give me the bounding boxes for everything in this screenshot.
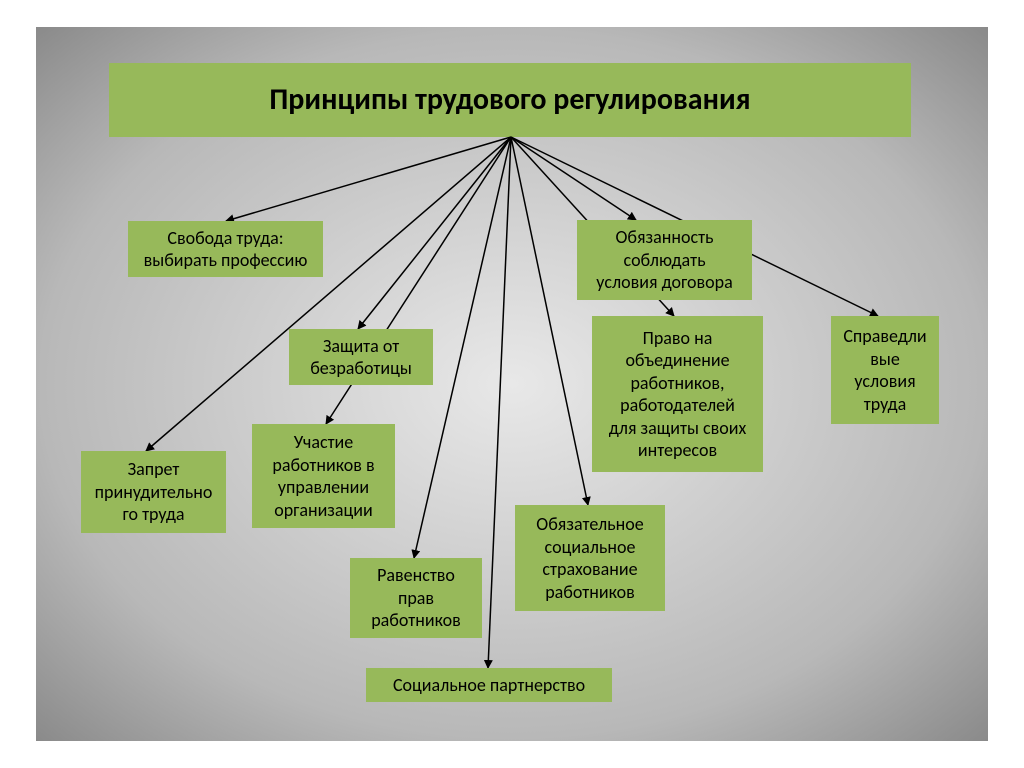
node-obligation: Обязанность соблюдать условия договора — [577, 220, 752, 300]
node-insurance-label: Обязательное социальное страхование рабо… — [536, 513, 643, 603]
title-box: Принципы трудового регулирования — [109, 63, 911, 137]
node-fair-label: Справедли вые условия труда — [843, 325, 926, 415]
arrow-line — [488, 137, 511, 668]
node-union-label: Право на объединение работников, работод… — [609, 327, 747, 462]
arrow-line — [511, 137, 588, 505]
node-partnership: Социальное партнерство — [366, 668, 612, 702]
arrow-line — [226, 137, 511, 221]
node-forced-label: Запрет принудительно го труда — [95, 458, 213, 526]
arrow-line — [358, 137, 511, 329]
node-partnership-label: Социальное партнерство — [393, 674, 585, 697]
node-jobless: Защита от безработицы — [289, 329, 433, 385]
outer-frame: Принципы трудового регулирования Свобода… — [0, 0, 1024, 768]
diagram-canvas: Принципы трудового регулирования Свобода… — [36, 27, 988, 741]
node-equality: Равенство прав работников — [350, 558, 482, 638]
node-equality-label: Равенство прав работников — [371, 564, 461, 632]
node-freedom: Свобода труда: выбирать профессию — [128, 221, 323, 277]
node-participation-label: Участие работников в управлении организа… — [272, 431, 374, 521]
node-obligation-label: Обязанность соблюдать условия договора — [596, 226, 732, 294]
node-jobless-label: Защита от безработицы — [310, 335, 412, 380]
node-insurance: Обязательное социальное страхование рабо… — [515, 505, 665, 611]
node-fair: Справедли вые условия труда — [831, 316, 939, 424]
arrow-line — [511, 137, 636, 220]
title-text: Принципы трудового регулирования — [269, 81, 750, 119]
node-forced: Запрет принудительно го труда — [81, 451, 226, 533]
node-participation: Участие работников в управлении организа… — [252, 424, 395, 528]
node-freedom-label: Свобода труда: выбирать профессию — [144, 227, 308, 272]
node-union: Право на объединение работников, работод… — [592, 316, 763, 472]
arrow-line — [146, 137, 511, 451]
